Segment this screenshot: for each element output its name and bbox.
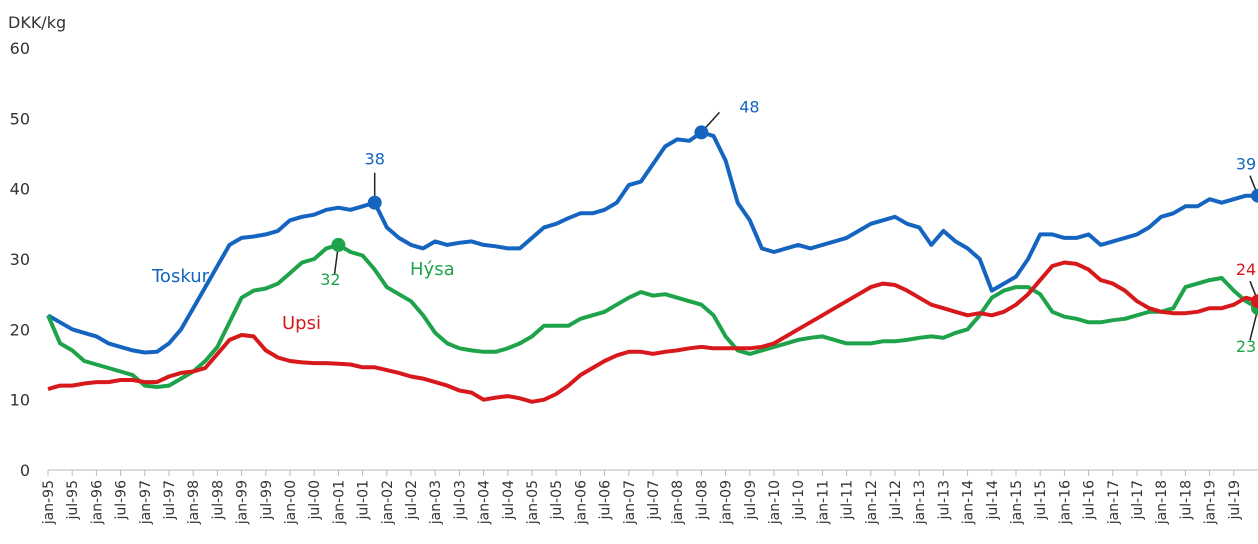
x-tick-label: jan-15	[1009, 480, 1025, 525]
x-tick-label: jan-01	[331, 480, 347, 525]
x-tick-label: jan-12	[864, 480, 880, 525]
y-tick-label: 30	[10, 250, 30, 269]
x-tick-label: jan-09	[719, 480, 735, 525]
x-tick-label: jul-12	[888, 480, 904, 521]
x-tick-label: jul-10	[791, 480, 807, 521]
x-tick-label: jul-14	[985, 480, 1001, 521]
data-label: 32	[320, 270, 340, 289]
x-tick-label: jul-06	[598, 480, 614, 521]
point-marker	[1251, 294, 1258, 309]
x-tick-label: jan-13	[912, 480, 928, 525]
y-tick-label: 50	[10, 109, 30, 128]
x-tick-label: jan-16	[1057, 480, 1073, 525]
x-tick-label: jul-11	[840, 480, 856, 521]
x-tick-label: jan-06	[573, 480, 589, 525]
y-tick-label: 10	[10, 391, 30, 410]
data-label: 48	[739, 97, 759, 116]
x-tick-label: jan-03	[428, 480, 444, 525]
x-tick-label: jul-15	[1033, 480, 1049, 521]
x-tick-label: jul-04	[501, 480, 517, 521]
x-tick-label: jul-99	[259, 480, 275, 521]
x-tick-label: jul-05	[549, 480, 565, 521]
series-label: Hýsa	[410, 259, 455, 280]
line-series	[46, 242, 1258, 389]
x-tick-label: jan-96	[89, 480, 105, 525]
series-label: Upsi	[282, 313, 321, 334]
x-tick-label: jul-08	[694, 480, 710, 521]
x-tick-label: jul-96	[114, 480, 130, 521]
x-tick-label: jul-97	[162, 480, 178, 521]
x-tick-label: jan-18	[1154, 480, 1170, 525]
x-tick-label: jan-10	[767, 480, 783, 525]
x-tick-label: jan-00	[283, 480, 299, 525]
data-label: 23	[1236, 337, 1256, 356]
x-tick-label: jul-02	[404, 480, 420, 521]
data-label: 39	[1236, 155, 1256, 174]
x-tick-label: jan-19	[1203, 480, 1219, 525]
x-tick-label: jan-11	[815, 480, 831, 525]
x-tick-label: jan-98	[186, 480, 202, 525]
x-tick-label: jan-02	[380, 480, 396, 525]
x-tick-label: jul-19	[1227, 480, 1243, 521]
point-marker	[367, 195, 382, 210]
x-tick-label: jul-17	[1130, 480, 1146, 521]
point-marker	[331, 237, 346, 252]
y-tick-label: 0	[20, 461, 30, 480]
x-tick-label: jan-14	[961, 480, 977, 525]
x-tick-label: jan-04	[477, 480, 493, 525]
y-tick-label: 60	[10, 39, 30, 58]
x-tick-label: jan-08	[670, 480, 686, 525]
y-tick-label: 20	[10, 320, 30, 339]
y-tick-label: 40	[10, 180, 30, 199]
x-tick-label: jul-03	[452, 480, 468, 521]
point-marker	[1251, 188, 1258, 203]
x-tick-label: jan-17	[1106, 480, 1122, 525]
x-tick-label: jan-97	[138, 480, 154, 525]
x-tick-label: jul-18	[1178, 480, 1194, 521]
point-marker	[694, 125, 709, 140]
x-tick-label: jul-95	[65, 480, 81, 521]
line-series	[46, 130, 1258, 355]
x-tick-label: jul-01	[356, 480, 372, 521]
data-label: 38	[365, 150, 385, 169]
x-tick-label: jan-05	[525, 480, 541, 525]
y-axis-label: DKK/kg	[8, 13, 66, 32]
series-label: Toskur	[151, 266, 210, 287]
x-tick-label: jul-00	[307, 480, 323, 521]
x-tick-label: jul-13	[936, 480, 952, 521]
data-label: 24	[1236, 260, 1256, 279]
x-tick-label: jan-99	[235, 480, 251, 525]
x-tick-label: jan-07	[622, 480, 638, 525]
line-series	[47, 260, 1258, 404]
x-tick-label: jul-98	[210, 480, 226, 521]
x-tick-label: jul-07	[646, 480, 662, 521]
x-tick-label: jul-16	[1082, 480, 1098, 521]
x-tick-label: jul-09	[743, 480, 759, 521]
x-tick-label: jan-95	[41, 480, 57, 525]
